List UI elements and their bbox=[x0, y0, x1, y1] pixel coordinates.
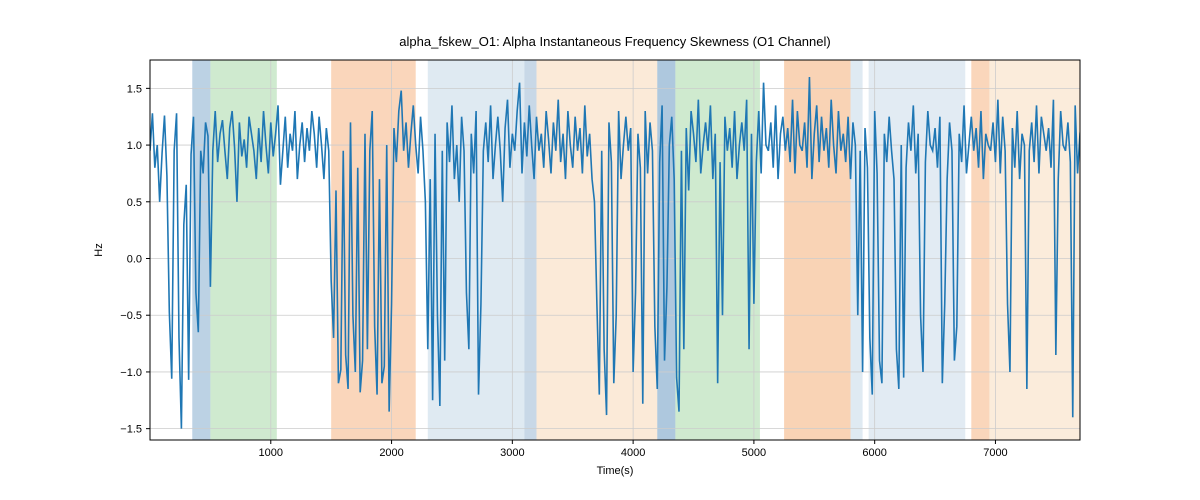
y-tick-label: −1.5 bbox=[120, 424, 142, 436]
span-region bbox=[210, 60, 276, 440]
y-axis-label: Hz bbox=[93, 243, 105, 256]
chart-svg: 1000 2000 3000 4000 5000 6000 7000 −1.5 −1.0 −0.5… bbox=[0, 0, 1200, 500]
x-tick-label: 2000 bbox=[379, 447, 403, 459]
x-tick-label: 6000 bbox=[862, 447, 886, 459]
x-tick-label: 5000 bbox=[742, 447, 766, 459]
chart-title: alpha_fskew_O1: Alpha Instantaneous Freq… bbox=[399, 34, 830, 49]
x-tick-label: 3000 bbox=[500, 447, 524, 459]
x-ticks: 1000 2000 3000 4000 5000 6000 7000 bbox=[259, 440, 1008, 459]
y-tick-label: −1.0 bbox=[120, 367, 142, 379]
y-ticks: −1.5 −1.0 −0.5 0.0 0.5 1.0 1.5 bbox=[120, 83, 150, 435]
x-tick-label: 7000 bbox=[983, 447, 1007, 459]
span-region bbox=[657, 60, 675, 440]
y-tick-label: 0.5 bbox=[127, 197, 142, 209]
y-tick-label: 1.5 bbox=[127, 83, 142, 95]
span-region bbox=[536, 60, 657, 440]
x-axis-label: Time(s) bbox=[597, 465, 634, 477]
x-tick-label: 4000 bbox=[621, 447, 645, 459]
y-tick-label: −0.5 bbox=[120, 310, 142, 322]
x-tick-label: 1000 bbox=[259, 447, 283, 459]
chart-container: 1000 2000 3000 4000 5000 6000 7000 −1.5 −1.0 −0.5… bbox=[0, 0, 1200, 500]
y-tick-label: 1.0 bbox=[127, 140, 142, 152]
y-tick-label: 0.0 bbox=[127, 254, 142, 266]
